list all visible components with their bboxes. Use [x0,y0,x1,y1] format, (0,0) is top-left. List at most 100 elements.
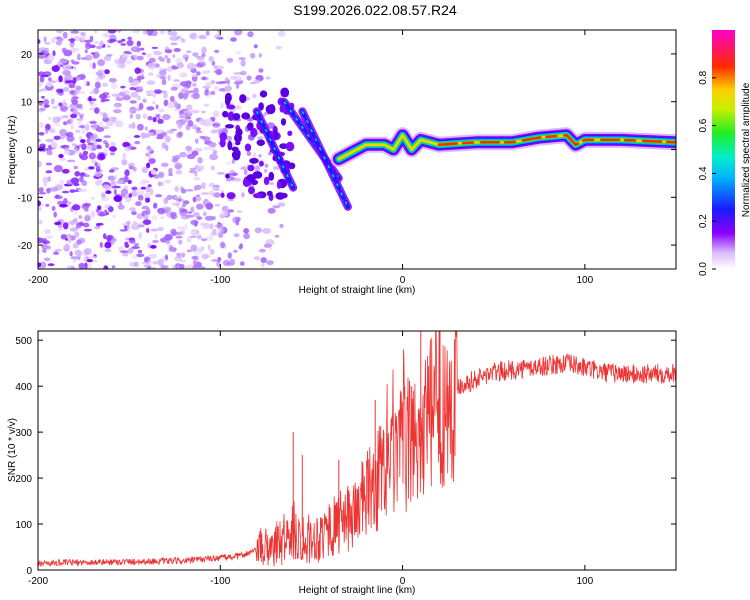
noise-speckle [87,263,93,269]
noise-speckle [62,31,68,39]
noise-speckle [185,145,192,151]
noise-speckle [128,165,134,170]
noise-speckle [77,188,87,192]
noise-speckle [247,31,254,38]
noise-speckle [175,169,183,175]
snr-ytick-label: 500 [15,336,32,347]
noise-speckle [172,54,176,58]
noise-speckle [104,241,112,249]
noise-blob [226,104,236,110]
noise-speckle [227,252,232,259]
noise-speckle [134,140,141,145]
noise-speckle [137,249,143,254]
noise-speckle [129,100,137,104]
noise-speckle [74,231,80,238]
noise-speckle [174,162,183,170]
noise-speckle [211,61,216,66]
noise-speckle [65,238,69,241]
noise-speckle [38,237,44,244]
spectrogram-ytick-label: 10 [21,98,33,109]
noise-speckle [266,260,274,266]
noise-speckle [103,135,111,139]
noise-speckle [159,181,164,187]
noise-speckle [275,46,282,50]
noise-speckle [110,180,116,184]
streak-highlight [256,110,294,189]
noise-speckle [102,184,111,189]
noise-speckle [146,80,156,86]
noise-speckle [48,117,52,120]
noise-speckle [190,229,198,236]
noise-speckle [258,53,263,58]
noise-speckle [42,99,50,105]
noise-speckle [117,40,123,44]
noise-speckle [70,108,75,112]
noise-blob [236,150,241,158]
noise-speckle [184,56,188,62]
noise-speckle [145,53,153,58]
noise-speckle [196,216,203,220]
noise-speckle [111,93,121,97]
noise-speckle [107,175,116,181]
noise-speckle [69,37,75,44]
noise-speckle [179,72,188,78]
noise-speckle [170,128,178,131]
noise-speckle [184,223,188,230]
noise-speckle [200,192,210,195]
noise-speckle [189,235,198,238]
noise-speckle [163,92,168,99]
noise-speckle [112,214,116,218]
noise-speckle [116,61,126,69]
noise-speckle [214,33,222,40]
noise-speckle [86,138,91,144]
noise-blob [272,129,279,140]
noise-speckle [164,207,170,212]
noise-speckle [43,257,51,262]
noise-speckle [97,121,104,128]
noise-speckle [212,123,220,127]
noise-speckle [104,248,112,253]
noise-speckle [165,254,168,261]
noise-speckle [171,64,177,70]
noise-speckle [142,98,147,103]
noise-speckle [98,153,105,160]
noise-speckle [120,188,129,196]
snr-ytick-label: 300 [15,428,32,439]
noise-speckle [103,55,112,62]
noise-speckle [54,248,63,252]
noise-speckle [144,180,151,184]
noise-speckle [45,170,53,174]
noise-speckle [170,228,177,236]
noise-speckle [69,189,76,193]
spectrogram-ytick-label: 0 [26,146,32,157]
noise-speckle [80,139,86,144]
noise-speckle [213,192,222,198]
noise-speckle [59,203,68,208]
noise-speckle [145,153,150,157]
noise-speckle [38,160,42,168]
noise-speckle [80,31,86,36]
noise-speckle [38,200,41,207]
noise-speckle [246,75,252,81]
noise-speckle [192,52,199,57]
noise-speckle [161,162,169,167]
noise-speckle [89,90,95,95]
noise-speckle [96,45,103,50]
noise-speckle [55,40,62,46]
noise-speckle [59,134,66,140]
noise-speckle [216,171,225,175]
noise-speckle [85,54,93,61]
spectrogram-xtick-label: 100 [577,275,594,286]
noise-speckle [253,44,258,49]
noise-speckle [63,198,68,204]
noise-speckle [81,180,88,187]
noise-speckle [45,138,54,143]
noise-speckle [149,148,153,152]
noise-blob [226,192,236,200]
noise-speckle [227,198,235,202]
colorbar-label: Normalized spectral amplitude [741,82,750,217]
noise-speckle [157,67,164,71]
noise-speckle [246,151,252,157]
noise-speckle [139,47,145,51]
noise-speckle [210,90,216,96]
